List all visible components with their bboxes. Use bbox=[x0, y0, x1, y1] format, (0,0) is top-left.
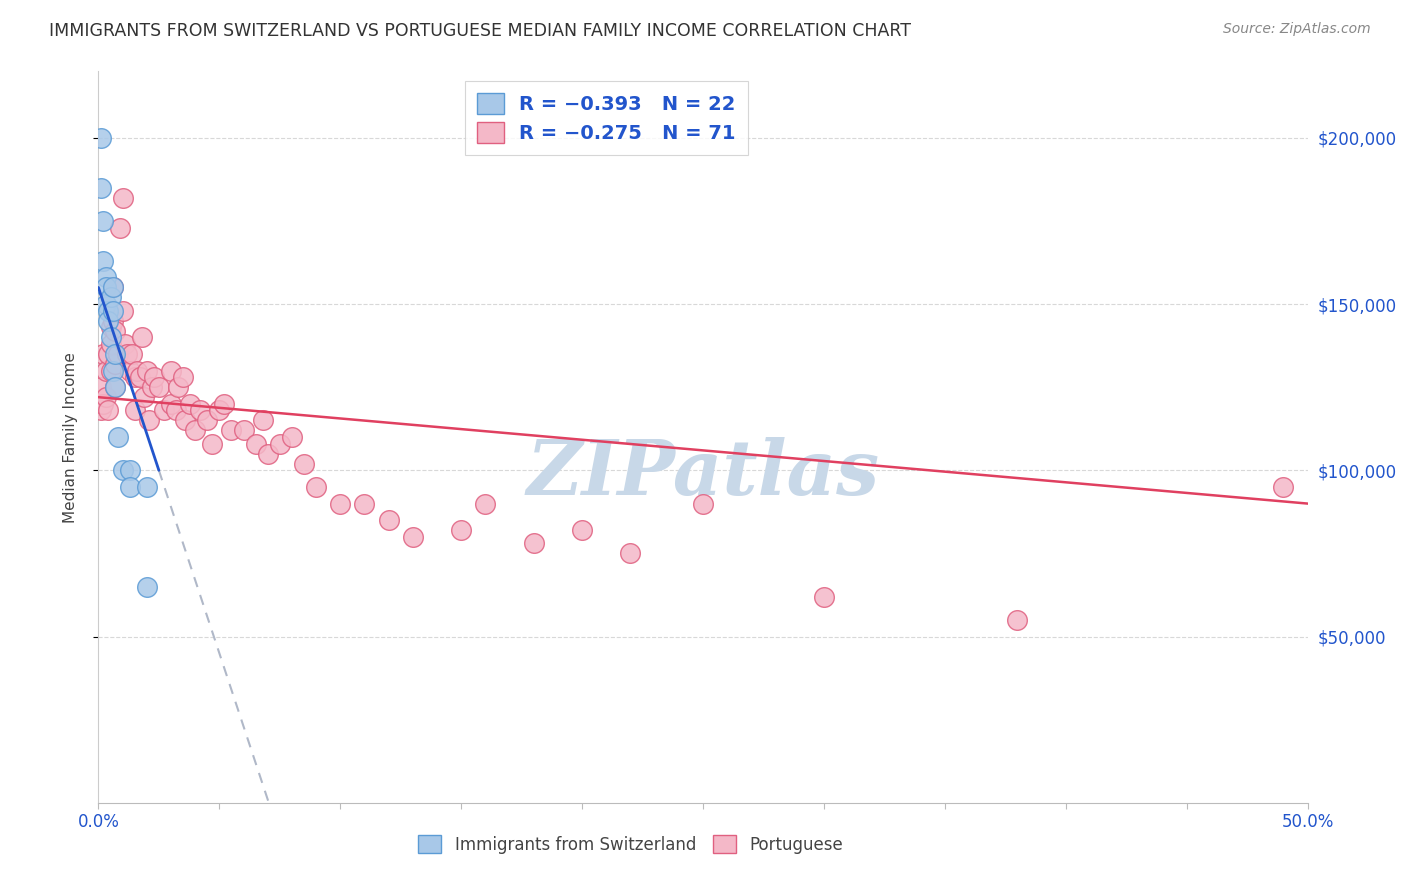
Point bbox=[252, 413, 274, 427]
Point bbox=[188, 403, 211, 417]
Point bbox=[134, 390, 156, 404]
Point bbox=[184, 424, 207, 438]
Point bbox=[1007, 613, 1029, 627]
Point bbox=[121, 347, 143, 361]
Point bbox=[135, 580, 157, 594]
Point bbox=[104, 324, 127, 338]
Point bbox=[402, 530, 425, 544]
Point bbox=[101, 280, 124, 294]
Point bbox=[292, 457, 315, 471]
Point bbox=[107, 347, 129, 361]
Legend: Immigrants from Switzerland, Portuguese: Immigrants from Switzerland, Portuguese bbox=[411, 829, 849, 860]
Point bbox=[245, 436, 267, 450]
Point bbox=[692, 497, 714, 511]
Point bbox=[174, 413, 197, 427]
Point bbox=[135, 480, 157, 494]
Point bbox=[135, 363, 157, 377]
Point bbox=[91, 397, 114, 411]
Point bbox=[97, 403, 120, 417]
Point bbox=[91, 214, 114, 228]
Point bbox=[100, 320, 122, 334]
Point bbox=[94, 270, 117, 285]
Point bbox=[104, 357, 127, 371]
Point bbox=[172, 370, 194, 384]
Point bbox=[90, 180, 112, 194]
Point bbox=[143, 370, 166, 384]
Point bbox=[97, 314, 120, 328]
Point bbox=[127, 363, 149, 377]
Point bbox=[90, 403, 112, 417]
Point bbox=[232, 424, 254, 438]
Point bbox=[353, 497, 375, 511]
Point bbox=[91, 347, 114, 361]
Point bbox=[90, 131, 112, 145]
Point bbox=[111, 191, 134, 205]
Point bbox=[91, 253, 114, 268]
Point bbox=[160, 363, 183, 377]
Point bbox=[571, 523, 593, 537]
Point bbox=[104, 380, 127, 394]
Point bbox=[100, 337, 122, 351]
Point bbox=[94, 280, 117, 294]
Point bbox=[179, 397, 201, 411]
Point bbox=[165, 403, 187, 417]
Point bbox=[128, 370, 150, 384]
Point bbox=[107, 430, 129, 444]
Point bbox=[111, 463, 134, 477]
Y-axis label: Median Family Income: Median Family Income bbox=[63, 351, 77, 523]
Point bbox=[111, 303, 134, 318]
Point bbox=[208, 403, 231, 417]
Point bbox=[201, 436, 224, 450]
Point bbox=[281, 430, 304, 444]
Point bbox=[619, 546, 641, 560]
Point bbox=[813, 590, 835, 604]
Text: ZIPatlas: ZIPatlas bbox=[526, 437, 880, 510]
Point bbox=[152, 403, 174, 417]
Text: IMMIGRANTS FROM SWITZERLAND VS PORTUGUESE MEDIAN FAMILY INCOME CORRELATION CHART: IMMIGRANTS FROM SWITZERLAND VS PORTUGUES… bbox=[49, 22, 911, 40]
Point bbox=[450, 523, 472, 537]
Point bbox=[100, 330, 122, 344]
Point bbox=[1272, 480, 1295, 494]
Point bbox=[523, 536, 546, 550]
Point bbox=[94, 363, 117, 377]
Point bbox=[104, 380, 127, 394]
Point bbox=[124, 370, 146, 384]
Point bbox=[100, 290, 122, 304]
Point bbox=[141, 380, 163, 394]
Point bbox=[114, 337, 136, 351]
Point bbox=[101, 363, 124, 377]
Point bbox=[212, 397, 235, 411]
Point bbox=[90, 380, 112, 394]
Point bbox=[148, 380, 170, 394]
Point bbox=[131, 330, 153, 344]
Point bbox=[97, 303, 120, 318]
Point bbox=[101, 303, 124, 318]
Point bbox=[94, 390, 117, 404]
Point bbox=[104, 347, 127, 361]
Point bbox=[167, 380, 190, 394]
Point bbox=[97, 347, 120, 361]
Point bbox=[101, 280, 124, 294]
Point bbox=[377, 513, 399, 527]
Point bbox=[221, 424, 243, 438]
Point bbox=[138, 413, 160, 427]
Point bbox=[117, 347, 139, 361]
Text: Source: ZipAtlas.com: Source: ZipAtlas.com bbox=[1223, 22, 1371, 37]
Point bbox=[269, 436, 291, 450]
Point bbox=[474, 497, 496, 511]
Point bbox=[100, 363, 122, 377]
Point bbox=[118, 363, 141, 377]
Point bbox=[101, 314, 124, 328]
Point bbox=[195, 413, 218, 427]
Point bbox=[160, 397, 183, 411]
Point bbox=[256, 447, 278, 461]
Point bbox=[329, 497, 352, 511]
Point bbox=[305, 480, 328, 494]
Point bbox=[108, 220, 131, 235]
Point bbox=[118, 463, 141, 477]
Point bbox=[124, 403, 146, 417]
Point bbox=[94, 297, 117, 311]
Point bbox=[118, 480, 141, 494]
